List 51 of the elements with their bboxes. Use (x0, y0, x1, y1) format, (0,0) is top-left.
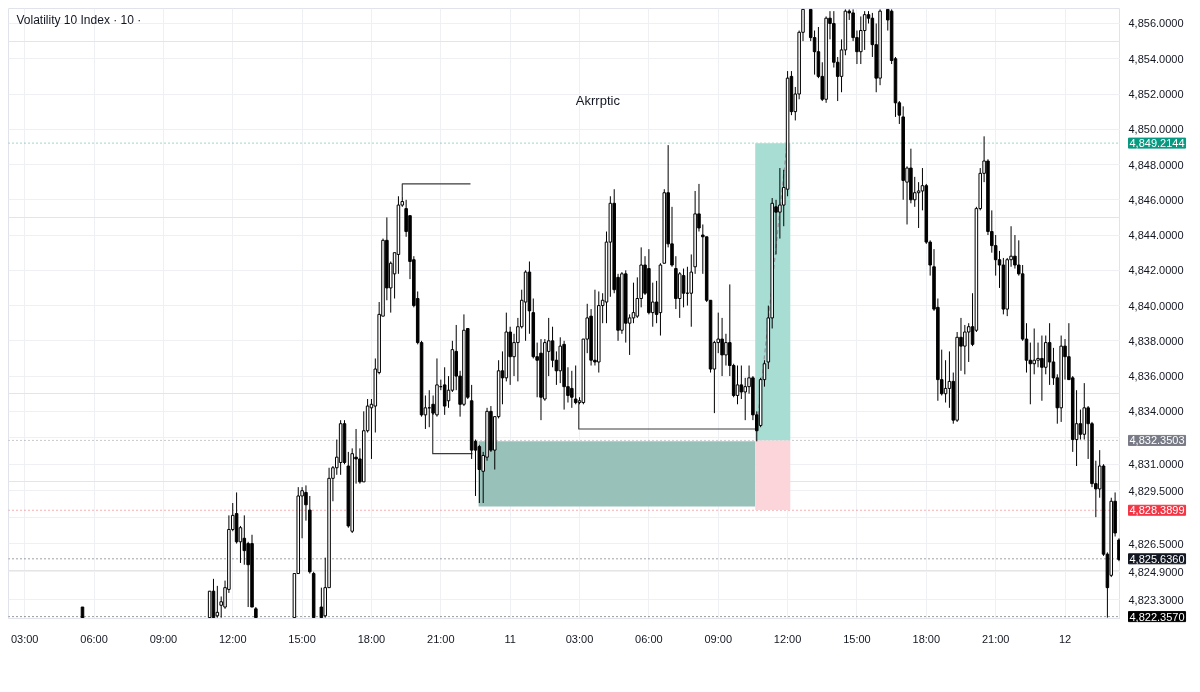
x-tick-label: 18:00 (912, 632, 941, 645)
x-tick-label: 11 (504, 632, 516, 645)
y-tick-label: 4,846.0000 (1128, 193, 1184, 206)
y-tick-label: 4,844.0000 (1128, 229, 1184, 242)
x-tick-label: 03:00 (10, 632, 39, 645)
candlestick (573, 365, 578, 405)
ref-line-label: 4,828.3899 (1129, 504, 1185, 517)
chart-title: Volatility 10 Index · 10 · (16, 12, 142, 27)
x-tick-label: 12:00 (773, 632, 802, 645)
y-tick-label: 4,842.0000 (1128, 264, 1184, 277)
x-tick-label: 21:00 (427, 632, 455, 645)
x-tick-label: 15:00 (843, 632, 871, 645)
y-tick-label: 4,831.0000 (1128, 458, 1184, 471)
x-tick-label: 15:00 (288, 632, 316, 645)
candlestick (1117, 537, 1120, 562)
x-tick-label: 12:00 (218, 632, 247, 645)
y-tick-label: 4,856.0000 (1128, 17, 1184, 30)
candlestick (1040, 335, 1044, 402)
candlestick (593, 289, 597, 367)
x-tick-label: 09:00 (704, 632, 733, 645)
candlestick (859, 15, 863, 65)
x-tick-label: 06:00 (635, 632, 663, 645)
y-tick-label: 4,840.0000 (1128, 299, 1184, 312)
y-tick-label: 4,838.0000 (1128, 334, 1184, 347)
ref-line-label: 4,822.3570 (1129, 610, 1185, 623)
candlestick (631, 282, 636, 324)
y-tick-label: 4,836.0000 (1128, 370, 1184, 383)
ref-line-label: 4,849.2144 (1129, 137, 1185, 150)
x-tick-label: 06:00 (80, 632, 108, 645)
y-tick-label: 4,823.3000 (1128, 593, 1184, 606)
x-tick-label: 21:00 (981, 632, 1010, 645)
y-tick-label: 4,854.0000 (1128, 52, 1184, 65)
annotation: Akrrptic (575, 92, 621, 108)
candlestick (1032, 327, 1036, 375)
y-tick-label: 4,826.5000 (1128, 537, 1184, 550)
x-tick-label: 12 (1058, 632, 1072, 645)
candlestick (966, 322, 971, 363)
ref-line-label: 4,825.6360 (1129, 552, 1185, 565)
x-tick-label: 18:00 (357, 632, 386, 645)
candlestick (477, 444, 482, 504)
y-tick-label: 4,824.9000 (1128, 565, 1184, 578)
y-tick-label: 4,848.0000 (1128, 158, 1184, 171)
candlestick (1078, 409, 1083, 441)
y-tick-label: 4,852.0000 (1128, 88, 1184, 101)
y-tick-label: 4,829.5000 (1128, 484, 1184, 497)
ref-line-label: 4,832.3503 (1129, 434, 1185, 447)
x-tick-label: 03:00 (565, 632, 594, 645)
x-tick-label: 09:00 (149, 632, 178, 645)
y-tick-label: 4,850.0000 (1128, 123, 1184, 136)
y-tick-label: 4,834.0000 (1128, 405, 1184, 418)
candlestick (570, 370, 574, 409)
